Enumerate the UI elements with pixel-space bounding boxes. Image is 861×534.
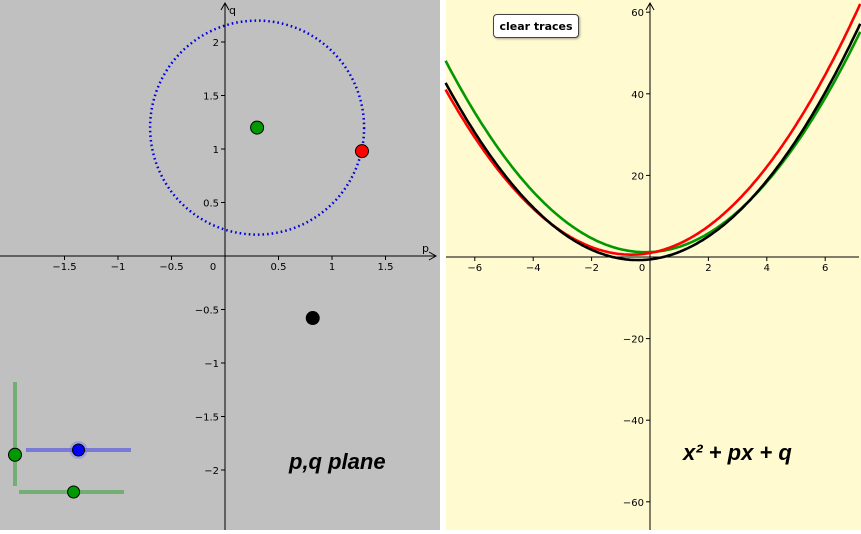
red-parabola	[444, 3, 861, 256]
p-tick-label: −0.5	[159, 262, 183, 273]
slider-controls[interactable]	[8, 382, 132, 499]
q-axis-ticks: 0.5 1 1.5 2 −0.5 −1 −1.5 −2	[195, 38, 225, 477]
y-axis-arrow	[645, 1, 655, 11]
p-axis-label: p	[422, 242, 429, 255]
pq-plane-background	[0, 0, 440, 530]
x-tick-label: 6	[822, 263, 828, 274]
y-axis-ticks: 20 40 60 −20 −40 −60	[623, 8, 650, 509]
x-tick-label: 2	[705, 263, 711, 274]
p-tick-label: −1.5	[52, 262, 76, 273]
panel-divider[interactable]	[440, 0, 446, 530]
pq-plane-label: p,q plane	[288, 449, 386, 474]
x-tick-label: −2	[584, 263, 599, 274]
q-tick-label: −1	[204, 359, 219, 370]
p-tick-label: −1	[111, 262, 126, 273]
p-axis-ticks: −1.5 −1 −0.5 0 0.5 1 1.5	[52, 256, 393, 273]
y-tick-label: −20	[623, 335, 644, 346]
blue-slider-knob[interactable]	[72, 443, 85, 457]
x-axis-ticks: −6 −4 −2 0 2 4 6	[467, 257, 828, 274]
y-tick-label: 40	[631, 90, 644, 101]
q-tick-label: −2	[204, 466, 219, 477]
q-axis-arrow	[220, 1, 230, 11]
p-tick-label: 1	[329, 262, 335, 273]
y-tick-label: 20	[631, 171, 644, 182]
black-parabola	[444, 23, 861, 262]
trace-circle	[148, 19, 366, 236]
green-slider-knob[interactable]	[67, 485, 81, 499]
q-tick-label: 0.5	[203, 199, 219, 210]
function-label: x² + px + q	[682, 440, 792, 465]
green-point[interactable]	[250, 120, 265, 135]
y-tick-label: −40	[623, 416, 644, 427]
y-tick-label: 60	[631, 8, 644, 19]
clear-traces-button[interactable]: clear traces	[493, 14, 579, 38]
x-tick-label: −6	[467, 263, 482, 274]
q-tick-label: −0.5	[195, 306, 219, 317]
pq-points[interactable]	[250, 120, 369, 326]
q-tick-label: 2	[213, 38, 219, 49]
p-tick-label: 0.5	[271, 262, 287, 273]
graph-background	[446, 0, 861, 530]
x-tick-label: 0	[639, 263, 645, 274]
q-tick-label: −1.5	[195, 413, 219, 424]
q-tick-label: 1	[213, 145, 219, 156]
parabola-curves	[444, 3, 861, 262]
vertical-slider-knob[interactable]	[8, 447, 22, 462]
x-tick-label: −4	[526, 263, 541, 274]
p-tick-label: 1.5	[378, 262, 394, 273]
q-tick-label: 1.5	[203, 92, 219, 103]
p-tick-label: 0	[210, 262, 216, 273]
pq-plane-panel[interactable]: p q −1.5 −1 −0.5 0 0.5 1 1.5 0.511.52−0.5−1−1.…	[0, 0, 440, 530]
p-axis-arrow	[428, 251, 438, 261]
black-point[interactable]	[305, 311, 320, 326]
red-point[interactable]	[354, 144, 369, 159]
q-axis-label: q	[229, 4, 236, 17]
x-tick-label: 4	[764, 263, 770, 274]
y-tick-label: −60	[623, 498, 644, 509]
